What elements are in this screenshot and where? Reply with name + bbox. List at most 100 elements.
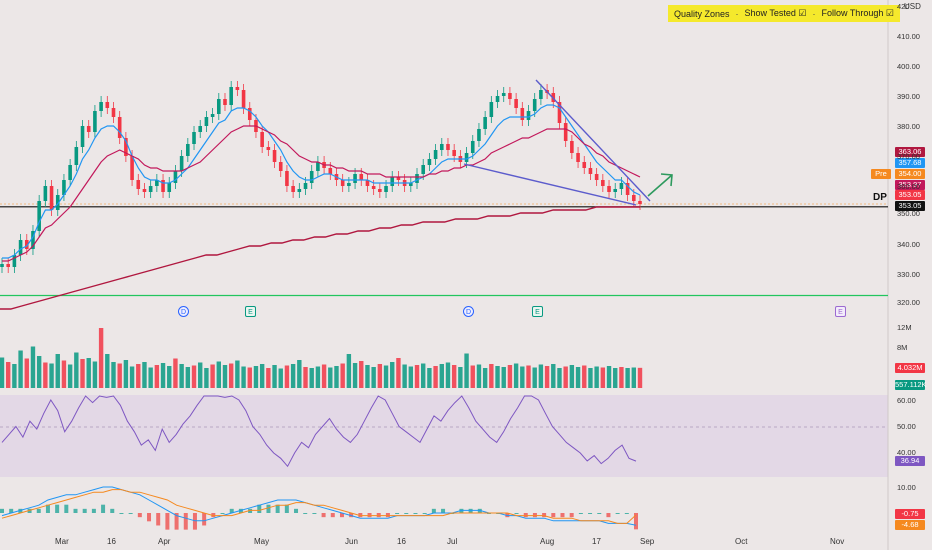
macd-histogram-bar bbox=[192, 513, 197, 530]
macd-histogram-bar bbox=[82, 508, 87, 513]
quality-zones-label[interactable]: Quality Zones bbox=[674, 8, 730, 19]
candle-body bbox=[241, 90, 246, 108]
price-axis-label: 410.00 bbox=[897, 32, 920, 41]
candle-body bbox=[235, 87, 240, 90]
candle-body bbox=[477, 129, 481, 141]
candle-body bbox=[396, 177, 401, 180]
candle-body bbox=[576, 153, 580, 162]
volume-bar bbox=[142, 362, 147, 388]
macd-histogram-bar bbox=[284, 504, 289, 513]
volume-bar bbox=[179, 364, 184, 388]
volume-bar bbox=[191, 365, 197, 388]
macd-histogram-bar bbox=[45, 504, 50, 513]
follow-through-toggle[interactable]: Follow Through ☑ bbox=[821, 8, 894, 18]
volume-bar bbox=[421, 363, 426, 388]
volume-bar bbox=[489, 364, 494, 388]
time-axis-label: 16 bbox=[107, 537, 116, 546]
volume-bar bbox=[198, 362, 203, 388]
macd-histogram-bar bbox=[303, 513, 308, 514]
breakout-arrow bbox=[647, 173, 673, 197]
dividend-event-icon[interactable]: D bbox=[178, 306, 189, 317]
rsi-line bbox=[1, 395, 637, 468]
indicator-legend-bar[interactable]: Quality Zones · Show Tested ☑ · Follow T… bbox=[668, 5, 900, 22]
candle-body bbox=[563, 123, 568, 141]
candle-body bbox=[340, 180, 345, 186]
candle-body bbox=[117, 117, 122, 138]
upcoming-earnings-event-icon[interactable]: E bbox=[835, 306, 846, 317]
candle-body bbox=[74, 147, 79, 165]
volume-bar bbox=[222, 365, 228, 388]
volume-bar bbox=[30, 346, 36, 388]
volume-bar bbox=[309, 368, 314, 388]
candle-body bbox=[99, 102, 103, 111]
candle-body bbox=[192, 132, 196, 144]
dividend-event-icon[interactable]: D bbox=[463, 306, 474, 317]
candle-body bbox=[223, 99, 227, 105]
time-axis-label: Jul bbox=[447, 537, 458, 546]
candle-body bbox=[495, 96, 500, 102]
volume-bar bbox=[470, 365, 475, 388]
candle-body bbox=[204, 117, 209, 126]
volume-bar bbox=[247, 367, 252, 388]
macd-histogram-bar bbox=[634, 513, 638, 530]
volume-bar bbox=[12, 364, 17, 388]
volume-bar bbox=[241, 366, 246, 388]
candle-body bbox=[272, 150, 277, 162]
volume-bar bbox=[117, 363, 122, 388]
volume-bar bbox=[173, 358, 178, 388]
macd-histogram-bar bbox=[36, 508, 41, 513]
macd-histogram-bar bbox=[358, 513, 363, 518]
candle-body bbox=[210, 114, 215, 117]
time-axis-label: Oct bbox=[735, 537, 748, 546]
candle-body bbox=[68, 165, 72, 180]
candle-body bbox=[316, 162, 320, 171]
volume-bar bbox=[544, 366, 550, 388]
volume-bar bbox=[290, 364, 296, 388]
volume-bar bbox=[284, 365, 290, 388]
candle-body bbox=[278, 162, 283, 171]
candle-body bbox=[247, 108, 252, 120]
volume-bar bbox=[321, 364, 327, 388]
premarket-label: Pre bbox=[871, 169, 891, 179]
macd-histogram-bar bbox=[431, 508, 436, 513]
volume-bar bbox=[0, 357, 5, 388]
candle-body bbox=[359, 174, 364, 180]
volume-bar bbox=[513, 363, 519, 388]
macd-histogram-bar bbox=[0, 508, 4, 513]
volume-bar bbox=[427, 368, 432, 388]
candle-body bbox=[433, 150, 438, 159]
volume-bar bbox=[24, 358, 29, 388]
macd-histogram-bar bbox=[91, 508, 96, 513]
price-axis-label: 340.00 bbox=[897, 240, 920, 249]
price-axis-label: 320.00 bbox=[897, 298, 920, 307]
volume-bar bbox=[501, 367, 506, 388]
candle-body bbox=[111, 108, 116, 117]
upper-trendline bbox=[535, 79, 651, 202]
candle-body bbox=[588, 168, 593, 174]
macd-signal-line bbox=[1, 489, 637, 524]
macd-histogram-bar bbox=[294, 508, 299, 513]
show-tested-toggle[interactable]: Show Tested ☑ bbox=[744, 8, 807, 18]
candle-body bbox=[266, 147, 271, 150]
candle-body bbox=[62, 180, 66, 195]
volume-bar bbox=[520, 366, 525, 388]
volume-bar bbox=[526, 365, 531, 388]
volume-ma-tag: 557.112K bbox=[895, 380, 927, 390]
volume-bar bbox=[303, 367, 308, 388]
dp-price-tag: 353.05 bbox=[895, 201, 925, 211]
macd-histogram-bar bbox=[321, 513, 326, 518]
earnings-event-icon[interactable]: E bbox=[532, 306, 543, 317]
price-axis-label: 380.00 bbox=[897, 122, 920, 131]
candle-body bbox=[285, 171, 289, 186]
volume-bar bbox=[105, 354, 110, 388]
earnings-event-icon[interactable]: E bbox=[245, 306, 256, 317]
volume-bar bbox=[476, 364, 482, 388]
volume-bar bbox=[507, 365, 513, 388]
separator-dot: · bbox=[735, 8, 739, 19]
volume-bar bbox=[111, 362, 116, 388]
price-axis-label: 330.00 bbox=[897, 270, 920, 279]
candle-body bbox=[148, 186, 153, 192]
last-price-tag: 353.05 bbox=[895, 190, 925, 200]
price-axis-label: 360.00 bbox=[897, 182, 920, 191]
